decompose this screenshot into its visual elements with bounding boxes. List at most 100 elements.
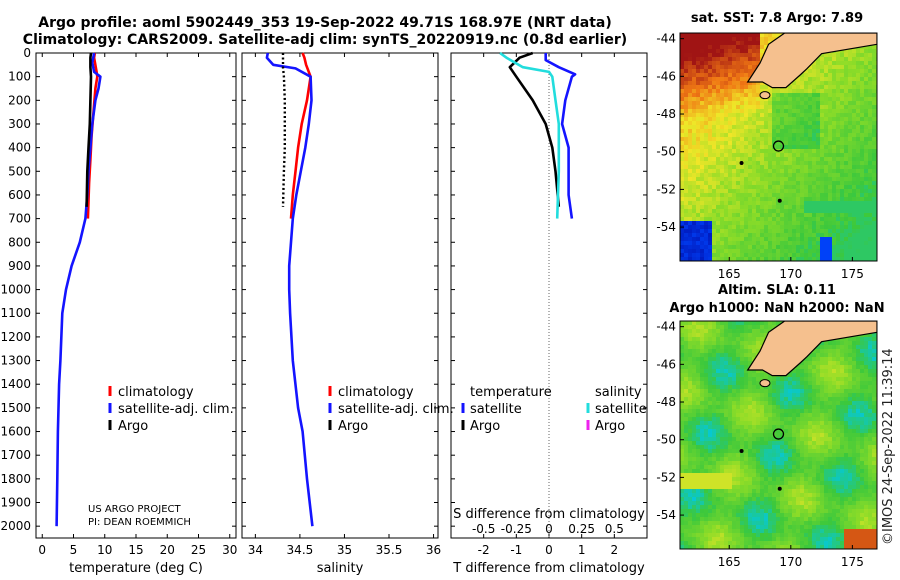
map-cell: [740, 97, 744, 101]
series-line-temperature-satellite: [544, 53, 577, 219]
map-cell: [820, 61, 824, 65]
map-cell: [796, 157, 800, 161]
map-cell: [856, 253, 860, 257]
map-cell: [688, 249, 692, 253]
map-cell: [832, 169, 836, 173]
map-cell: [704, 233, 708, 237]
map-cell: [744, 33, 748, 37]
map-cell: [784, 137, 788, 141]
map-cell: [696, 37, 700, 41]
map-cell: [836, 213, 840, 217]
legend-header-salinity: salinity: [595, 385, 642, 400]
map-cell: [740, 333, 744, 337]
map-cell: [752, 65, 756, 69]
map-cell: [700, 65, 704, 69]
map-cell: [768, 201, 772, 205]
map-cell: [704, 137, 708, 141]
map-cell: [828, 85, 832, 89]
map-cell: [776, 401, 780, 405]
map-cell: [720, 109, 724, 113]
map-cell: [840, 365, 844, 369]
map-cell: [780, 157, 784, 161]
map-cell: [680, 413, 684, 417]
map-cell: [748, 65, 752, 69]
map-cell: [756, 425, 760, 429]
map-cell: [784, 405, 788, 409]
map-cell: [840, 197, 844, 201]
panel-salinity: [241, 52, 439, 539]
map-cell: [736, 225, 740, 229]
map-cell: [696, 441, 700, 445]
map-cell: [760, 225, 764, 229]
map-cell: [768, 437, 772, 441]
map-cell: [732, 105, 736, 109]
map-cell: [760, 41, 764, 45]
map-cell: [680, 229, 684, 233]
map-cell: [740, 245, 744, 249]
map-cell: [832, 369, 836, 373]
map-cell: [688, 237, 692, 241]
map-cell: [740, 445, 744, 449]
map-cell: [800, 393, 804, 397]
map-cell: [748, 201, 752, 205]
map-cell: [736, 113, 740, 117]
map-cell: [696, 217, 700, 221]
map-cell: [872, 141, 876, 145]
map-cell: [764, 37, 768, 41]
map-cell: [688, 165, 692, 169]
map-cell: [724, 453, 728, 457]
map-cell: [816, 185, 820, 189]
map-cell: [764, 457, 768, 461]
map-cell: [724, 369, 728, 373]
map-cell: [800, 409, 804, 413]
map-cell: [760, 53, 764, 57]
map-cell: [684, 65, 688, 69]
map-cell: [828, 105, 832, 109]
map-cell: [840, 161, 844, 165]
map-cell: [704, 65, 708, 69]
map-cell: [680, 217, 684, 221]
map-cell: [844, 425, 848, 429]
map-cell: [864, 193, 868, 197]
map-cell: [684, 417, 688, 421]
map-cell: [832, 145, 836, 149]
map-cell: [832, 389, 836, 393]
map-cell: [716, 37, 720, 41]
map-cell: [728, 237, 732, 241]
map-cell: [796, 453, 800, 457]
map-cell: [716, 361, 720, 365]
map-cell: [700, 201, 704, 205]
map-cell: [704, 429, 708, 433]
map-cell: [684, 445, 688, 449]
map-cell: [792, 409, 796, 413]
map-cell: [816, 257, 820, 261]
map-cell: [696, 129, 700, 133]
map-cell: [796, 125, 800, 129]
map-cell: [836, 421, 840, 425]
map-cell: [688, 41, 692, 45]
map-cell: [840, 437, 844, 441]
map-cell: [840, 189, 844, 193]
map-cell: [808, 221, 812, 225]
map-y-tick-label: -54: [656, 220, 676, 234]
map-cell: [684, 409, 688, 413]
map-cell: [684, 345, 688, 349]
map-cell: [756, 465, 760, 469]
map-cell: [820, 81, 824, 85]
map-cell: [796, 229, 800, 233]
map-cell: [776, 205, 780, 209]
map-cell: [836, 441, 840, 445]
map-cell: [832, 161, 836, 165]
map-cell: [688, 169, 692, 173]
map-cell: [812, 109, 816, 113]
map-cell: [816, 433, 820, 437]
map-cell: [740, 177, 744, 181]
map-cell: [732, 225, 736, 229]
map-cell: [708, 413, 712, 417]
map-cell: [744, 377, 748, 381]
map-cell: [764, 41, 768, 45]
map-cell: [780, 437, 784, 441]
map-cell: [852, 349, 856, 353]
map-cell: [868, 209, 872, 213]
map-cell: [860, 465, 864, 469]
